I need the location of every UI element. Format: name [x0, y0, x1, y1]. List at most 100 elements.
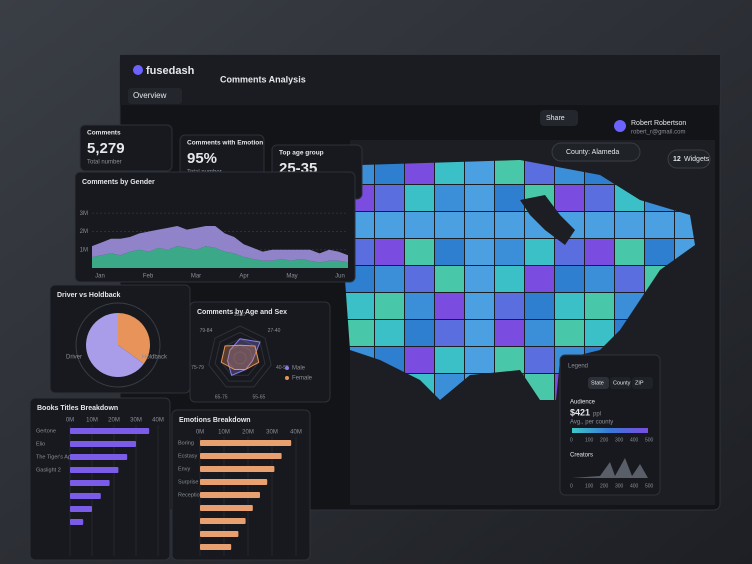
legend-tab-label[interactable]: County	[613, 380, 631, 386]
map-region	[495, 320, 524, 346]
map-region	[465, 239, 494, 265]
scale-label: 500	[645, 483, 654, 489]
widgets-label[interactable]: Widgets	[684, 156, 710, 163]
bar	[200, 544, 232, 550]
x-tick-label: 40M	[152, 418, 164, 424]
map-region	[435, 320, 464, 346]
map-region	[495, 185, 524, 211]
y-tick-label: Ecstasy	[178, 453, 198, 459]
area	[92, 246, 348, 268]
map-region	[525, 293, 554, 319]
legend-tab[interactable]	[632, 377, 653, 389]
creators-label: Creators	[570, 453, 593, 459]
map-region	[585, 185, 614, 211]
y-tick-label: 3M	[80, 211, 88, 217]
map-region	[585, 212, 614, 238]
legend-title: Legend	[568, 364, 588, 370]
bar	[70, 454, 128, 460]
scale-label: 300	[615, 483, 624, 489]
map-region	[465, 293, 494, 319]
y-tick-label: Gertone	[36, 428, 56, 434]
bar	[70, 428, 150, 434]
radar-label: 55-65	[252, 395, 265, 401]
share-label[interactable]: Share	[546, 115, 565, 122]
map-region	[375, 212, 404, 238]
map-region	[405, 293, 434, 319]
search-box[interactable]	[551, 142, 641, 162]
x-tick-label: 20M	[108, 418, 120, 424]
map-region	[435, 239, 464, 265]
chart-title: Comments by Age and Sex	[197, 309, 287, 316]
x-tick-label: 10M	[86, 418, 98, 424]
audience-scale	[572, 428, 648, 433]
card-title: Comments with Emotion	[187, 140, 263, 147]
map-region	[435, 293, 464, 319]
scale-label: 300	[615, 437, 624, 443]
x-tick-label: Jan	[95, 274, 105, 280]
tab-label[interactable]: Overview	[133, 91, 167, 100]
card-title: Comments	[87, 130, 121, 137]
map-region	[525, 266, 554, 292]
map-region	[555, 320, 584, 346]
bar	[200, 479, 268, 485]
scale-label: 100	[585, 437, 594, 443]
audience-caption: Avg., per county	[570, 420, 613, 426]
bar	[200, 453, 282, 459]
audience-label: Audience	[570, 400, 596, 406]
page-title: Comments Analysis	[220, 74, 306, 84]
map-region	[465, 266, 494, 292]
bar	[200, 505, 253, 511]
y-tick-label: Elio	[36, 441, 45, 447]
widgets-button[interactable]	[667, 149, 711, 169]
map-region	[405, 347, 434, 373]
legend-tab-label[interactable]: State	[591, 380, 604, 386]
search-text[interactable]: County: Alameda	[566, 149, 619, 156]
x-tick-label: Jun	[335, 274, 345, 280]
map-region	[615, 266, 644, 292]
x-tick-label: 0M	[196, 430, 204, 436]
y-tick-label: Surprise	[178, 479, 198, 485]
map-region	[495, 293, 524, 319]
map-region	[465, 185, 494, 211]
legend-swatch	[285, 366, 289, 370]
map-region	[465, 347, 494, 373]
map-region	[375, 293, 404, 319]
legend-tab[interactable]	[588, 377, 609, 389]
map-region	[435, 347, 464, 373]
avatar[interactable]	[614, 120, 626, 132]
y-tick-label: Envy	[178, 466, 190, 472]
map-region	[645, 212, 674, 238]
map-region	[525, 320, 554, 346]
map-region	[465, 320, 494, 346]
radar-label: 65-75	[215, 395, 228, 401]
widgets-count[interactable]: 12	[673, 156, 681, 163]
legend-tab[interactable]	[610, 377, 631, 389]
radar-label: 75-79	[191, 365, 204, 371]
legend-tab-label[interactable]: ZIP	[635, 380, 644, 386]
y-tick-label: Boring	[178, 440, 194, 446]
map-region	[615, 239, 644, 265]
map-region	[435, 185, 464, 211]
x-tick-label: Mar	[191, 274, 201, 280]
share-button[interactable]	[540, 110, 578, 126]
pie-label: Driver	[66, 355, 82, 361]
scale-label: 0	[570, 437, 573, 443]
tab[interactable]	[128, 88, 182, 104]
pie-slice	[118, 312, 151, 364]
map-region	[405, 320, 434, 346]
map-region	[495, 239, 524, 265]
x-tick-label: 30M	[130, 418, 142, 424]
map-region	[405, 266, 434, 292]
map-region	[435, 160, 464, 184]
bar	[70, 519, 84, 525]
map-region	[375, 185, 404, 211]
pie-ring	[75, 302, 161, 388]
scale-label: 100	[585, 483, 594, 489]
bar	[200, 492, 260, 498]
chart-title: Comments by Gender	[82, 179, 155, 186]
bar	[70, 441, 136, 447]
map-region	[375, 239, 404, 265]
chart-panel	[189, 301, 331, 403]
map-region	[405, 160, 434, 184]
